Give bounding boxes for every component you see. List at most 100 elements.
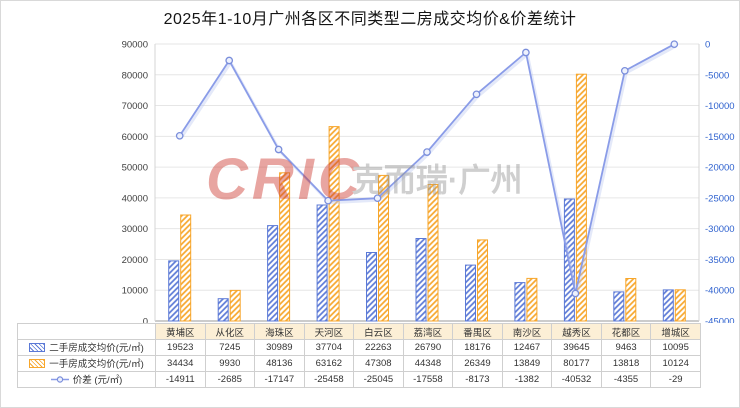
plot-area: 0 10000 20000 30000 40000 50000 60000 70000 8000… [1, 33, 739, 324]
right-axis-label: -15000 [705, 132, 735, 143]
bar-secondhand-price [613, 291, 625, 322]
line-marker [620, 66, 629, 75]
value-cell: 26349 [452, 355, 503, 372]
district-header-row: 黄埔区 从化区 海珠区 天河区 白云区 荔湾区 番禺区 南沙区 越秀区 花都区 增城区 [17, 323, 701, 340]
value-cell: 10124 [650, 355, 701, 372]
district-label: 越秀区 [551, 323, 602, 340]
bar-newhome-price [229, 289, 241, 322]
line-marker [324, 196, 332, 205]
series-label-cell: 价差 (元/㎡) [17, 371, 156, 388]
district-label: 天河区 [303, 323, 355, 340]
bar-secondhand-price [168, 260, 180, 322]
right-axis-label: -45000 [705, 317, 735, 324]
line-marker [225, 56, 234, 65]
chart-title: 2025年1-10月广州各区不同类型二房成交均价&价差统计 [163, 11, 577, 28]
series-name: 一手房成交均价(元/㎡) [49, 359, 144, 371]
line-marker [175, 131, 184, 140]
right-axis-label: -30000 [705, 224, 735, 235]
left-axis-label: 60000 [122, 132, 148, 143]
value-cell: 9930 [204, 355, 256, 372]
series-name: 价差 (元/㎡) [72, 375, 123, 387]
district-label: 荔湾区 [402, 323, 454, 340]
line-marker [373, 194, 382, 203]
value-cell: -1382 [501, 371, 553, 388]
data-table: 黄埔区 从化区 海珠区 天河区 白云区 荔湾区 番禺区 南沙区 越秀区 花都区 增城区二手房成交均价… [17, 323, 701, 388]
bar-secondhand-price [415, 238, 427, 322]
value-cell: 30989 [254, 339, 305, 356]
series-label-cell: 二手房成交均价(元/㎡) [17, 339, 156, 356]
value-cell: 18176 [452, 339, 503, 356]
value-cell: 13818 [600, 355, 652, 372]
value-cell: -2685 [204, 371, 256, 388]
left-axis-label: 20000 [122, 255, 148, 266]
bar-secondhand-price [514, 282, 526, 322]
value-cell: -14911 [155, 371, 206, 388]
left-axis-label: 30000 [122, 224, 148, 235]
value-cell: -4355 [600, 371, 652, 388]
bar-newhome-price [477, 239, 488, 322]
district-label: 黄埔区 [155, 323, 206, 340]
line-marker [670, 40, 679, 49]
value-cell: 34434 [155, 355, 206, 372]
bar-secondhand-price [366, 252, 377, 322]
value-cell: 48136 [254, 355, 305, 372]
line-marker [522, 48, 530, 57]
value-cell: 7245 [204, 339, 256, 356]
right-axis-label: -10000 [705, 101, 735, 112]
value-cell: -40532 [551, 371, 602, 388]
value-cell: -25045 [353, 371, 404, 388]
bar-secondhand-price [217, 298, 229, 322]
left-axis-label: 70000 [122, 101, 148, 112]
table-row: 价差 (元/㎡) -14911 -2685 -17147 -25458 -25045 -17… [17, 371, 701, 388]
value-cell: -17147 [254, 371, 305, 388]
bar-newhome-price [328, 126, 340, 322]
price-gap-line [178, 43, 675, 294]
value-cell: 39645 [551, 339, 602, 356]
left-axis-label: 50000 [122, 163, 148, 174]
value-cell: 44348 [402, 355, 454, 372]
right-axis-label: 0 [705, 40, 710, 51]
value-cell: 13849 [501, 355, 553, 372]
value-cell: -29 [650, 371, 701, 388]
bar-newhome-price [575, 73, 587, 322]
bar-newhome-price [378, 174, 389, 322]
series-label-cell: 一手房成交均价(元/㎡) [17, 355, 156, 372]
value-cell: 37704 [303, 339, 355, 356]
bar-secondhand-price [465, 264, 476, 322]
table-corner-cell [17, 323, 156, 340]
district-label: 从化区 [204, 323, 256, 340]
bar-secondhand-price [662, 289, 674, 322]
district-label: 花都区 [600, 323, 652, 340]
right-axis-label: -25000 [705, 193, 735, 204]
right-axis-label: -5000 [705, 70, 729, 81]
line-marker [274, 145, 283, 154]
series-name: 二手房成交均价(元/㎡) [49, 343, 144, 355]
bar-secondhand-price [316, 204, 328, 322]
line-marker [423, 148, 431, 156]
district-label: 南沙区 [501, 323, 553, 340]
left-axis-label: 40000 [122, 193, 148, 204]
district-label: 海珠区 [254, 323, 305, 340]
value-cell: 80177 [551, 355, 602, 372]
left-axis-label: 0 [143, 317, 148, 324]
value-cell: -25458 [303, 371, 355, 388]
bar-newhome-price [674, 289, 686, 322]
bar-newhome-price [526, 277, 538, 322]
line-legend-icon [50, 375, 69, 384]
bar-newhome-price [180, 214, 192, 322]
value-cell: 12467 [501, 339, 553, 356]
district-label: 白云区 [353, 323, 404, 340]
bar-orange-legend-icon [29, 358, 46, 368]
left-axis-label: 90000 [122, 40, 148, 51]
bar-secondhand-price [267, 225, 279, 322]
district-label: 番禺区 [452, 323, 503, 340]
left-axis-label: 10000 [122, 286, 148, 297]
value-cell: 63162 [303, 355, 355, 372]
combo-chart: 0 10000 20000 30000 40000 50000 60000 70000 8000… [122, 40, 735, 324]
line-marker [472, 90, 481, 99]
value-cell: 19523 [155, 339, 206, 356]
right-axis-label: -35000 [705, 255, 735, 266]
value-cell: -17558 [402, 371, 454, 388]
bar-blue-legend-icon [29, 342, 46, 352]
